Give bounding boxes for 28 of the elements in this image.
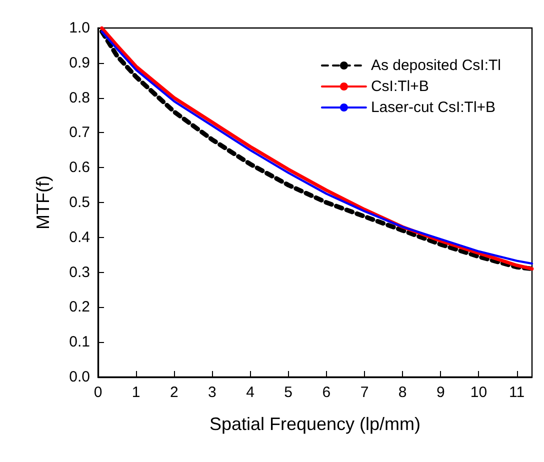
x-tick-label: 2: [170, 384, 178, 401]
y-tick-label: 0.7: [69, 124, 90, 142]
x-tick-label: 8: [398, 384, 407, 401]
y-tick-label: 0.9: [69, 54, 90, 72]
x-tick-label: 11: [508, 384, 525, 401]
x-tick-label: 0: [94, 384, 102, 401]
y-tick-label: 0.1: [69, 334, 90, 351]
x-tick-label: 6: [322, 384, 331, 401]
x-tick-label: 3: [208, 384, 216, 401]
y-axis-title: MTF(f): [33, 176, 53, 230]
y-tick-label: 0.4: [69, 228, 90, 246]
y-tick-label: 0.8: [69, 89, 90, 106]
y-tick-label: 0.0: [69, 368, 90, 386]
x-tick-label: 7: [360, 384, 369, 401]
y-tick-label: 0.3: [69, 264, 90, 281]
x-tick-label: 9: [436, 384, 445, 401]
x-tick-label: 5: [284, 384, 293, 401]
legend-label: Laser-cut CsI:Tl+B: [370, 99, 496, 116]
y-tick-label: 0.5: [69, 194, 90, 211]
x-tick-label: 4: [246, 384, 254, 401]
x-tick-label: 10: [470, 384, 488, 401]
legend-label: As deposited CsI:Tl: [370, 57, 502, 74]
legend-label: CsI:Tl+B: [370, 78, 429, 95]
x-tick-label: 1: [132, 384, 140, 401]
y-tick-label: 0.2: [69, 298, 90, 316]
y-tick-label: 1.0: [69, 20, 90, 36]
x-axis-title: Spatial Frequency (lp/mm): [209, 414, 421, 434]
y-tick-label: 0.6: [69, 159, 90, 176]
